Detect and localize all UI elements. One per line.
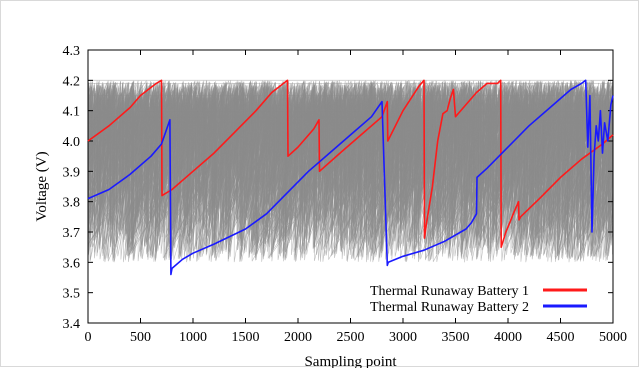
legend: Thermal Runaway Battery 1 Thermal Runawa… <box>370 284 587 315</box>
x-tick-label: 1500 <box>232 330 260 345</box>
y-tick-label: 4.1 <box>63 105 81 120</box>
background-battery-trace <box>87 81 614 260</box>
series-line-battery-2 <box>87 79 614 276</box>
y-tick-label: 3.5 <box>63 287 81 302</box>
legend-label-battery-2: Thermal Runaway Battery 2 <box>370 300 529 315</box>
x-tick-label: 4000 <box>494 330 522 345</box>
y-tick-label: 3.4 <box>63 317 81 332</box>
y-tick-label: 4.2 <box>63 74 81 89</box>
axis-ticks: 0 500 1000 1500 2000 2500 3000 3500 4000 4500 5000… <box>63 44 628 345</box>
y-tick-label: 4.3 <box>63 44 81 59</box>
y-tick-label: 3.8 <box>63 196 81 211</box>
x-axis-title: Sampling point <box>304 354 397 368</box>
y-tick-label: 4.0 <box>63 135 81 150</box>
background-battery-trace <box>87 81 614 261</box>
x-tick-label: 5000 <box>599 330 627 345</box>
x-tick-label: 2500 <box>337 330 365 345</box>
x-tick-label: 500 <box>130 330 151 345</box>
x-tick-label: 0 <box>85 330 92 345</box>
y-axis-title: Voltage (V) <box>34 151 50 221</box>
series-line-battery-1 <box>87 79 614 248</box>
background-battery-trace <box>87 80 614 262</box>
x-tick-label: 3500 <box>442 330 470 345</box>
x-tick-label: 4500 <box>547 330 575 345</box>
y-tick-label: 3.9 <box>63 165 81 180</box>
x-tick-label: 3000 <box>389 330 417 345</box>
series-lines <box>87 79 614 276</box>
x-tick-label: 2000 <box>284 330 312 345</box>
x-tick-label: 1000 <box>179 330 207 345</box>
legend-label-battery-1: Thermal Runaway Battery 1 <box>370 284 529 299</box>
background-battery-lines <box>87 79 614 263</box>
y-tick-label: 3.7 <box>63 226 81 241</box>
y-tick-label: 3.6 <box>63 256 81 271</box>
